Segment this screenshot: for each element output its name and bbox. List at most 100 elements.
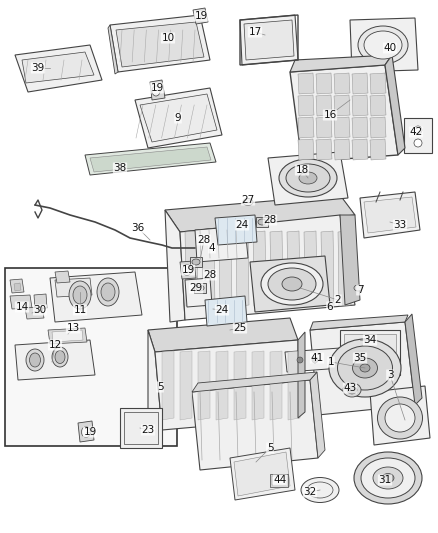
Text: 42: 42 xyxy=(410,127,423,137)
Text: 11: 11 xyxy=(74,305,87,315)
Ellipse shape xyxy=(297,357,303,363)
Polygon shape xyxy=(85,143,216,175)
Polygon shape xyxy=(360,192,420,238)
Ellipse shape xyxy=(354,285,362,291)
Ellipse shape xyxy=(52,347,68,367)
Polygon shape xyxy=(352,73,368,94)
Ellipse shape xyxy=(414,126,422,134)
Polygon shape xyxy=(290,55,392,72)
Ellipse shape xyxy=(354,452,422,504)
Text: 30: 30 xyxy=(33,305,46,315)
Polygon shape xyxy=(352,139,368,160)
Ellipse shape xyxy=(353,358,378,378)
Ellipse shape xyxy=(258,219,266,225)
Bar xyxy=(270,474,288,487)
Text: 14: 14 xyxy=(15,302,28,312)
Text: 33: 33 xyxy=(393,220,406,230)
Ellipse shape xyxy=(360,364,370,372)
Text: 6: 6 xyxy=(327,302,333,312)
Polygon shape xyxy=(334,95,350,116)
Bar xyxy=(272,476,286,485)
Text: 2: 2 xyxy=(335,295,341,305)
Ellipse shape xyxy=(301,478,339,503)
Polygon shape xyxy=(10,279,24,293)
Ellipse shape xyxy=(81,426,91,438)
Polygon shape xyxy=(298,117,314,138)
Ellipse shape xyxy=(282,277,302,291)
Polygon shape xyxy=(140,94,217,142)
Polygon shape xyxy=(352,95,368,116)
Ellipse shape xyxy=(73,286,87,304)
Polygon shape xyxy=(116,22,204,67)
Polygon shape xyxy=(52,330,83,342)
Polygon shape xyxy=(165,195,355,232)
Polygon shape xyxy=(321,231,334,306)
Text: 38: 38 xyxy=(113,163,127,173)
Text: 4: 4 xyxy=(208,243,215,253)
Polygon shape xyxy=(10,295,32,309)
Polygon shape xyxy=(193,8,208,24)
Polygon shape xyxy=(234,351,246,420)
Bar xyxy=(124,412,158,444)
Text: 36: 36 xyxy=(131,223,145,233)
Polygon shape xyxy=(198,351,210,420)
Text: 17: 17 xyxy=(248,27,261,37)
Bar xyxy=(344,356,396,371)
Polygon shape xyxy=(270,231,283,306)
Text: 41: 41 xyxy=(311,353,324,363)
Ellipse shape xyxy=(261,263,323,305)
Polygon shape xyxy=(256,217,268,227)
Polygon shape xyxy=(310,372,325,458)
Polygon shape xyxy=(215,215,257,245)
Polygon shape xyxy=(15,45,102,92)
Text: 13: 13 xyxy=(67,323,80,333)
Text: 40: 40 xyxy=(383,43,396,53)
Polygon shape xyxy=(162,351,174,420)
Ellipse shape xyxy=(361,458,415,498)
Polygon shape xyxy=(253,231,266,306)
Polygon shape xyxy=(110,15,210,72)
Polygon shape xyxy=(219,231,232,306)
Polygon shape xyxy=(334,139,350,160)
Text: 43: 43 xyxy=(343,383,357,393)
Polygon shape xyxy=(234,452,290,496)
Polygon shape xyxy=(310,322,415,415)
Polygon shape xyxy=(192,380,318,470)
Text: 5: 5 xyxy=(157,382,163,392)
Polygon shape xyxy=(310,315,408,330)
Polygon shape xyxy=(370,386,430,445)
Polygon shape xyxy=(298,332,305,418)
Text: 24: 24 xyxy=(235,220,249,230)
Ellipse shape xyxy=(299,172,317,184)
Polygon shape xyxy=(50,272,142,322)
Polygon shape xyxy=(244,20,294,60)
Polygon shape xyxy=(180,351,192,420)
Polygon shape xyxy=(370,95,386,116)
Polygon shape xyxy=(298,139,314,160)
Polygon shape xyxy=(194,283,206,293)
Text: 44: 44 xyxy=(273,475,286,485)
Ellipse shape xyxy=(268,268,316,300)
Ellipse shape xyxy=(183,264,191,276)
Ellipse shape xyxy=(55,351,65,364)
Polygon shape xyxy=(185,231,198,306)
Ellipse shape xyxy=(414,139,422,147)
Polygon shape xyxy=(405,314,422,405)
Polygon shape xyxy=(216,351,228,420)
Polygon shape xyxy=(90,147,211,172)
Ellipse shape xyxy=(152,86,160,96)
Polygon shape xyxy=(48,328,87,344)
FancyBboxPatch shape xyxy=(5,268,177,446)
Text: 12: 12 xyxy=(48,340,62,350)
Polygon shape xyxy=(288,351,300,420)
Polygon shape xyxy=(350,18,418,72)
Ellipse shape xyxy=(97,278,119,306)
Polygon shape xyxy=(185,278,212,307)
Polygon shape xyxy=(370,117,386,138)
Ellipse shape xyxy=(338,346,392,390)
Polygon shape xyxy=(316,95,332,116)
Polygon shape xyxy=(316,117,332,138)
Text: 9: 9 xyxy=(175,113,181,123)
Polygon shape xyxy=(55,271,70,283)
Ellipse shape xyxy=(26,349,44,371)
